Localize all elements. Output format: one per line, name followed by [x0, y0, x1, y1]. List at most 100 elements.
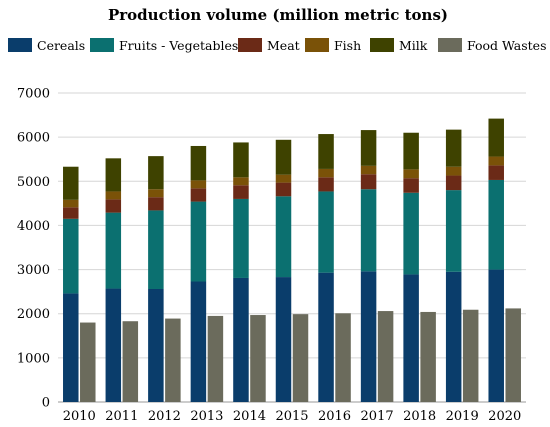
legend-label: Food Wastes — [467, 38, 546, 53]
legend-label: Milk — [399, 38, 428, 53]
x-tick-label: 2020 — [488, 409, 521, 424]
legend-swatch — [8, 38, 32, 52]
bar-fruits-vegetables — [190, 201, 207, 282]
y-tick-label: 4000 — [17, 219, 50, 234]
y-tick-label: 3000 — [17, 263, 50, 278]
bar-food-wastes — [292, 314, 309, 402]
bar-fruits-vegetables — [63, 218, 79, 294]
x-tick-label: 2015 — [275, 409, 308, 424]
legend-swatch — [370, 38, 394, 52]
bar-food-wastes — [462, 309, 479, 402]
bar-meat — [233, 185, 249, 199]
y-tick-label: 0 — [42, 396, 50, 411]
bar-fruits-vegetables — [318, 191, 334, 273]
bar-milk — [275, 139, 292, 175]
bar-cereals — [105, 288, 122, 402]
legend: Cereals Fruits - Vegetables Meat Fish Milk Fo… — [8, 38, 546, 53]
bar-meat — [403, 178, 419, 193]
x-axis: 2010 2011 2012 2013 2014 2015 2016 2017 2018 2019… — [63, 409, 522, 424]
bar-milk — [360, 130, 377, 166]
legend-swatch — [305, 38, 329, 52]
bar-cereals — [190, 281, 207, 402]
bar-fish — [63, 199, 79, 208]
bar-food-wastes — [250, 315, 266, 402]
bar-fruits-vegetables — [275, 196, 292, 278]
y-tick-label: 1000 — [17, 351, 50, 366]
bar-milk — [488, 118, 504, 157]
bar-milk — [445, 129, 462, 167]
bar-meat — [63, 207, 79, 219]
bar-meat — [318, 177, 334, 192]
y-tick-label: 6000 — [17, 131, 50, 146]
y-axis: 0 1000 2000 3000 4000 5000 6000 7000 — [17, 87, 50, 411]
x-tick-label: 2018 — [403, 409, 436, 424]
x-tick-label: 2016 — [318, 409, 351, 424]
bar-cereals — [360, 271, 377, 402]
bar-food-wastes — [335, 313, 351, 402]
bar-fruits-vegetables — [233, 198, 249, 278]
bar-food-wastes — [165, 318, 181, 402]
bar-milk — [403, 132, 419, 170]
bar-fruits-vegetables — [403, 192, 419, 275]
bar-meat — [190, 188, 207, 202]
bar-fish — [488, 156, 504, 166]
legend-swatch — [238, 38, 262, 52]
bar-fish — [360, 165, 377, 175]
legend-item-cereals: Cereals — [8, 38, 85, 53]
legend-item-meat: Meat — [238, 38, 300, 53]
bar-milk — [148, 156, 164, 190]
legend-swatch — [90, 38, 114, 52]
legend-label: Fruits - Vegetables — [119, 38, 238, 53]
x-tick-label: 2014 — [233, 409, 266, 424]
legend-item-milk: Milk — [370, 38, 428, 53]
bar-fish — [403, 169, 419, 179]
x-tick-label: 2013 — [190, 409, 223, 424]
bar-milk — [318, 134, 334, 169]
x-tick-label: 2010 — [63, 409, 96, 424]
bar-cereals — [488, 269, 504, 402]
bar-food-wastes — [377, 311, 394, 402]
x-tick-label: 2011 — [105, 409, 138, 424]
bar-fruits-vegetables — [488, 179, 504, 270]
bar-fruits-vegetables — [148, 210, 164, 289]
bar-milk — [233, 142, 249, 178]
legend-label: Fish — [334, 38, 361, 53]
bar-meat — [360, 174, 377, 190]
bars — [63, 118, 521, 402]
bar-cereals — [318, 272, 334, 402]
bar-fish — [148, 189, 164, 198]
bar-meat — [488, 165, 504, 180]
x-tick-label: 2012 — [148, 409, 181, 424]
bar-fish — [318, 168, 334, 178]
y-tick-label: 2000 — [17, 307, 50, 322]
legend-item-fish: Fish — [305, 38, 361, 53]
bar-cereals — [63, 293, 79, 402]
legend-swatch — [438, 38, 462, 52]
bar-cereals — [275, 277, 292, 402]
bar-food-wastes — [207, 315, 224, 402]
bar-cereals — [445, 271, 462, 402]
legend-label: Meat — [267, 38, 300, 53]
bar-fruits-vegetables — [360, 189, 377, 272]
bar-fruits-vegetables — [445, 190, 462, 272]
x-tick-label: 2017 — [361, 409, 394, 424]
bar-fish — [275, 174, 292, 183]
bar-food-wastes — [122, 321, 139, 402]
bar-cereals — [148, 288, 164, 402]
x-tick-label: 2019 — [446, 409, 479, 424]
legend-label: Cereals — [37, 38, 85, 53]
bar-meat — [105, 199, 122, 213]
bar-food-wastes — [505, 308, 521, 402]
legend-item-fruits-vegetables: Fruits - Vegetables — [90, 38, 238, 53]
chart-title: Production volume (million metric tons) — [108, 6, 448, 24]
bar-milk — [63, 166, 79, 200]
bar-meat — [148, 197, 164, 211]
y-tick-label: 5000 — [17, 175, 50, 190]
bar-cereals — [403, 274, 419, 402]
bar-food-wastes — [80, 322, 96, 402]
bar-fish — [105, 191, 122, 200]
legend-item-food-wastes: Food Wastes — [438, 38, 546, 53]
bar-meat — [275, 182, 292, 197]
bar-fish — [233, 177, 249, 186]
